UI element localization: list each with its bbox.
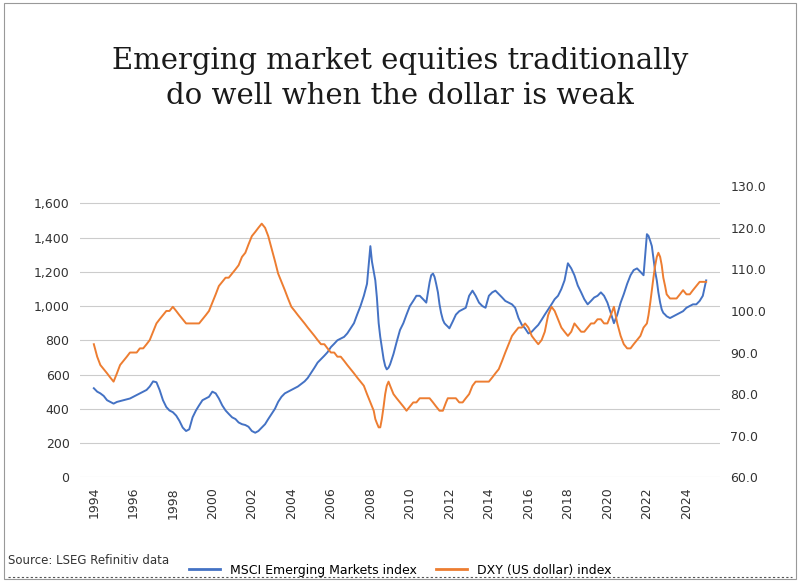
Text: Source: LSEG Refinitiv data: Source: LSEG Refinitiv data [8, 555, 169, 567]
Legend: MSCI Emerging Markets index, DXY (US dollar) index: MSCI Emerging Markets index, DXY (US dol… [184, 559, 616, 581]
Text: Emerging market equities traditionally
do well when the dollar is weak: Emerging market equities traditionally d… [112, 47, 688, 111]
